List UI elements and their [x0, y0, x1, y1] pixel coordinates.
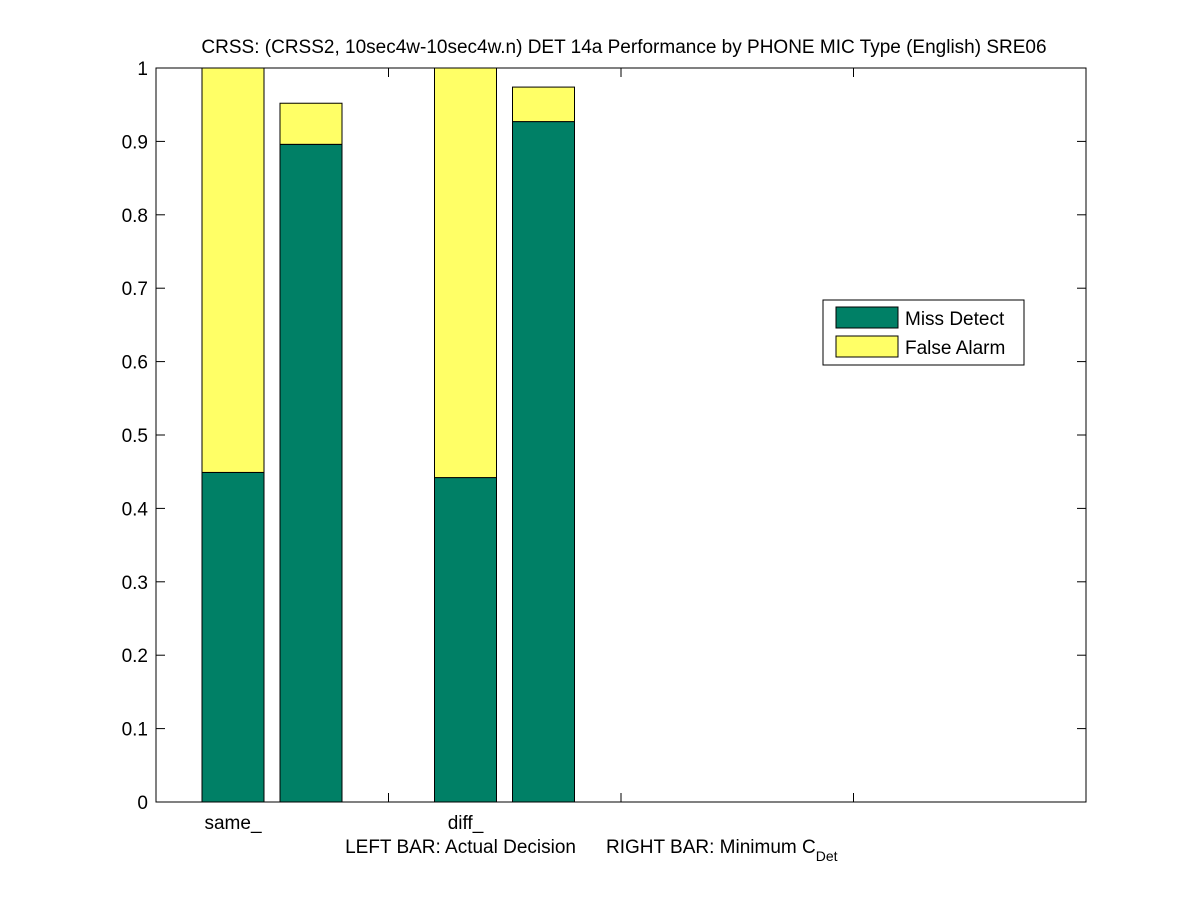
- legend-swatch-false-alarm: [835, 335, 899, 358]
- y-tick-label-3: 0.3: [122, 573, 148, 594]
- x-tick-label-same: same_: [204, 813, 261, 834]
- x-axis-label-left: LEFT BAR: Actual Decision: [345, 837, 576, 858]
- legend-label-miss-detect: Miss Detect: [905, 309, 1005, 330]
- y-tick-label-6: 0.6: [122, 353, 148, 374]
- y-tick-label-7: 0.7: [122, 279, 148, 300]
- y-tick-label-9: 0.9: [122, 132, 148, 153]
- legend-swatch-miss-detect: [835, 306, 899, 329]
- bar-diff-actual-false-alarm: [434, 67, 497, 479]
- y-tick-label-5: 0.5: [122, 426, 148, 447]
- y-tick-label-2: 0.2: [122, 646, 148, 667]
- bars-layer: [201, 67, 575, 803]
- bar-diff-minimum-miss-detect: [512, 121, 575, 803]
- x-axis-label-right: RIGHT BAR: Minimum CDet: [606, 837, 838, 864]
- bar-same-minimum-miss-detect: [279, 143, 343, 803]
- y-tick-label-10: 1: [137, 59, 148, 80]
- bar-diff-minimum-false-alarm: [512, 86, 575, 123]
- bar-same-actual-false-alarm: [201, 67, 265, 473]
- y-tick-label-4: 0.4: [122, 499, 149, 520]
- x-axis-label-right-main: RIGHT BAR: Minimum C: [606, 837, 816, 858]
- bar-diff-actual-miss-detect: [434, 477, 497, 803]
- x-tick-label-diff: diff_: [448, 813, 484, 834]
- x-axis-label-right-subscript: Det: [816, 848, 838, 864]
- chart-title: CRSS: (CRSS2, 10sec4w-10sec4w.n) DET 14a…: [201, 37, 1046, 58]
- legend: Miss Detect False Alarm: [822, 299, 1025, 366]
- bar-same-actual-miss-detect: [201, 471, 265, 803]
- y-tick-label-1: 0.1: [122, 720, 148, 741]
- bar-same-minimum-false-alarm: [279, 102, 343, 145]
- ticks-layer: same_ diff_ 0 0.1 0.2 0.3 0.4 0.5 0.6 0.7 0.8 0.9 1: [122, 59, 1086, 834]
- y-tick-label-8: 0.8: [122, 206, 148, 227]
- legend-label-false-alarm: False Alarm: [905, 338, 1005, 359]
- y-tick-label-0: 0: [137, 793, 148, 814]
